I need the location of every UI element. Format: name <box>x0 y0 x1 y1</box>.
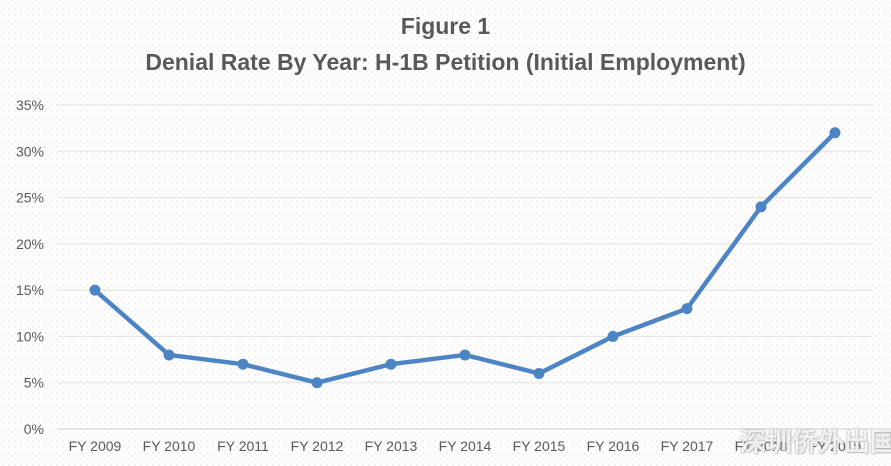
chart-title-line1: Figure 1 <box>400 13 491 39</box>
x-tick-label: FY 2015 <box>513 438 566 454</box>
data-point-marker <box>385 358 397 370</box>
series-line <box>92 130 838 385</box>
chart-title-line2: Denial Rate By Year: H-1B Petition (Init… <box>145 49 746 75</box>
data-point-marker <box>829 127 841 139</box>
data-point-marker <box>459 349 471 361</box>
x-tick-label: FY 2011 <box>217 438 269 454</box>
x-tick-label: FY 2017 <box>661 438 714 454</box>
y-tick-label: 10% <box>16 328 44 344</box>
data-point-marker <box>237 358 249 370</box>
y-tick-label: 5% <box>24 375 44 391</box>
y-tick-label: 15% <box>16 282 44 298</box>
data-point-marker <box>755 201 767 213</box>
data-point-marker <box>311 377 323 389</box>
x-tick-label: FY 2019 <box>809 438 862 454</box>
data-point-marker <box>681 303 693 315</box>
y-tick-label: 25% <box>16 190 44 206</box>
data-point-marker <box>533 367 545 379</box>
x-tick-label: FY 2012 <box>291 438 344 454</box>
y-tick-label: 35% <box>16 97 44 113</box>
x-tick-label: FY 2014 <box>439 438 492 454</box>
x-tick-label: FY 2010 <box>143 438 196 454</box>
data-point-marker <box>607 330 619 342</box>
data-point-marker <box>163 349 175 361</box>
chart-title: Figure 1 Denial Rate By Year: H-1B Petit… <box>0 15 891 74</box>
data-point-marker <box>89 284 101 296</box>
y-tick-label: 30% <box>16 143 44 159</box>
x-tick-label: FY 2016 <box>587 438 640 454</box>
y-tick-label: 0% <box>24 421 44 437</box>
y-tick-label: 20% <box>16 236 44 252</box>
x-tick-label: FY 2018 <box>735 438 788 454</box>
watermark-text: 深圳侨外出国 <box>740 427 891 457</box>
x-tick-label: FY 2009 <box>69 438 122 454</box>
x-tick-label: FY 2013 <box>365 438 418 454</box>
